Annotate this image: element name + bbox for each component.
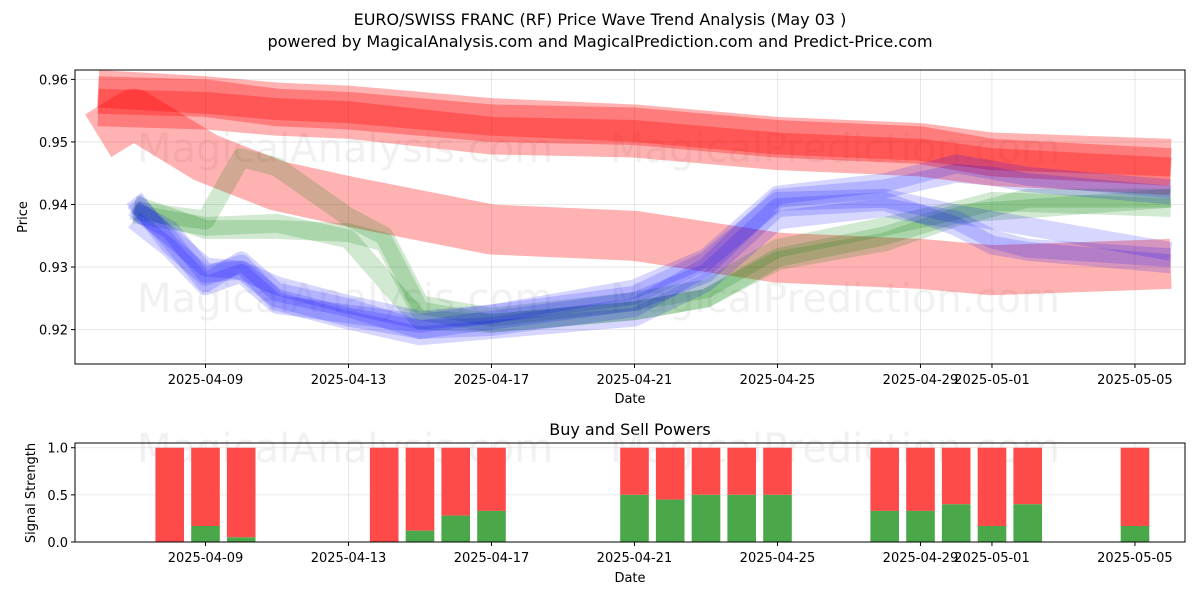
buy-power-bar <box>763 494 792 542</box>
signal-x-tick-label: 2025-04-17 <box>454 551 530 566</box>
price-y-ticks: 0.92 0.93 0.94 0.95 0.96 <box>39 73 75 339</box>
price-x-ticks: 2025-04-09 2025-04-13 2025-04-17 2025-04-21… <box>168 364 1173 388</box>
signal-x-tick-label: 2025-05-01 <box>954 551 1030 566</box>
price-x-tick-label: 2025-04-17 <box>454 373 530 388</box>
buy-power-bar <box>941 504 971 542</box>
sell-power-bar <box>870 447 899 511</box>
signal-y-tick-label: 0.0 <box>47 536 68 551</box>
price-wave-band-10 <box>128 188 1173 333</box>
watermark-prediction-top: MagicalPrediction.com <box>610 126 1060 172</box>
sell-power-bar <box>727 447 756 495</box>
sell-power-bar <box>155 447 184 542</box>
signal-y-tick-label: 0.5 <box>47 489 68 504</box>
price-y-tick-label: 0.94 <box>39 198 68 213</box>
price-y-tick-label: 0.95 <box>39 136 68 151</box>
price-wave-band-6 <box>132 148 1172 327</box>
sell-power-bar <box>1013 447 1042 505</box>
figure-title: EURO/SWISS FRANC (RF) Price Wave Trend A… <box>354 10 847 29</box>
price-x-tick-label: 2025-05-01 <box>954 373 1030 388</box>
sell-power-bar <box>369 447 399 542</box>
buy-power-bar <box>620 494 649 542</box>
signal-x-tick-label: 2025-05-05 <box>1097 551 1173 566</box>
figure-subtitle: powered by MagicalAnalysis.com and Magic… <box>267 32 932 51</box>
sell-power-bar <box>906 447 935 511</box>
sell-power-bar <box>441 447 470 516</box>
buy-power-bar <box>226 537 256 542</box>
price-wave-band-3 <box>97 76 1172 186</box>
signal-x-tick-label: 2025-04-21 <box>597 551 673 566</box>
price-wave-band-1 <box>97 88 1172 196</box>
price-series-group <box>85 70 1173 346</box>
watermark-prediction-mid: MagicalPrediction.com <box>610 276 1060 322</box>
price-chart-frame <box>74 69 1186 365</box>
buy-power-bar <box>477 510 506 542</box>
watermark-analysis-top: MagicalAnalysis.com <box>137 126 553 172</box>
sell-power-bar <box>405 447 435 531</box>
sell-power-bar <box>191 447 220 526</box>
signal-x-tick-label: 2025-04-09 <box>168 551 244 566</box>
signal-chart-frame <box>74 442 1186 543</box>
price-x-axis-label: Date <box>614 392 645 407</box>
price-wave-band-2 <box>97 70 1172 177</box>
signal-chart: Buy and Sell Powers MagicalAnalysis.com … <box>24 420 1186 586</box>
price-wave-band-11 <box>127 163 1172 339</box>
sell-power-bar <box>691 447 721 495</box>
price-x-tick-label: 2025-04-13 <box>311 373 387 388</box>
price-wave-band-12 <box>129 154 1172 330</box>
buy-power-bar <box>405 530 435 542</box>
price-wave-band-8 <box>128 192 1172 339</box>
price-y-tick-label: 0.93 <box>39 261 68 276</box>
signal-x-axis-label: Date <box>614 571 645 586</box>
signal-y-tick-label: 1.0 <box>47 442 68 457</box>
price-wave-band-4 <box>85 88 1172 296</box>
buy-power-bar <box>977 526 1007 542</box>
buy-power-bar <box>655 499 685 542</box>
sell-power-bar <box>977 447 1007 526</box>
buy-power-bar <box>727 494 756 542</box>
buy-power-bar <box>691 494 721 542</box>
price-x-tick-label: 2025-04-21 <box>597 373 673 388</box>
signal-chart-title: Buy and Sell Powers <box>549 420 711 439</box>
buy-power-bar <box>1013 504 1042 542</box>
buy-power-bar <box>191 526 220 542</box>
signal-y-axis-label: Signal Strength <box>24 443 39 543</box>
price-chart: MagicalAnalysis.com MagicalPrediction.co… <box>16 69 1186 407</box>
price-wave-band-5 <box>130 188 1171 333</box>
price-x-tick-label: 2025-05-05 <box>1097 373 1173 388</box>
signal-y-ticks: 0.0 0.5 1.0 <box>47 442 75 551</box>
price-x-tick-label: 2025-04-25 <box>740 373 816 388</box>
price-y-axis-label: Price <box>16 201 31 233</box>
sell-power-bar <box>477 447 506 511</box>
signal-x-ticks: 2025-04-09 2025-04-13 2025-04-17 2025-04-21… <box>168 542 1173 566</box>
price-wave-band-9 <box>126 192 1172 346</box>
signal-bars <box>155 447 1150 542</box>
price-x-tick-label: 2025-04-09 <box>168 373 244 388</box>
price-chart-background <box>75 70 1185 364</box>
price-y-tick-label: 0.92 <box>39 324 68 339</box>
sell-power-bar <box>226 447 256 538</box>
watermark-analysis-mid: MagicalAnalysis.com <box>137 276 553 322</box>
signal-x-tick-label: 2025-04-25 <box>740 551 816 566</box>
signal-x-tick-label: 2025-04-29 <box>883 551 959 566</box>
price-wave-band-7 <box>132 188 1172 333</box>
sell-power-bar <box>763 447 792 495</box>
price-y-tick-label: 0.96 <box>39 73 68 88</box>
buy-power-bar <box>441 515 470 542</box>
signal-x-tick-label: 2025-04-13 <box>311 551 387 566</box>
price-chart-grid <box>75 70 1185 364</box>
buy-power-bar <box>906 510 935 542</box>
price-x-tick-label: 2025-04-29 <box>883 373 959 388</box>
sell-power-bar <box>941 447 971 505</box>
sell-power-bar <box>655 447 685 500</box>
sell-power-bar <box>620 447 649 495</box>
buy-power-bar <box>870 510 899 542</box>
buy-power-bar <box>1120 526 1150 542</box>
sell-power-bar <box>1120 447 1150 526</box>
